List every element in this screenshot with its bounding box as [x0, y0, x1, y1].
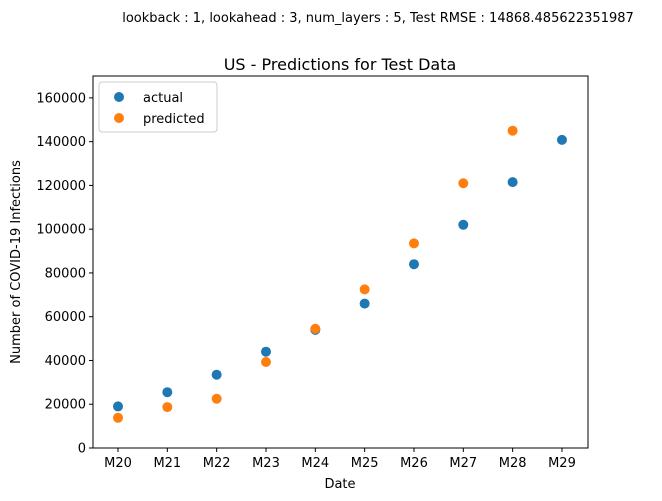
- y-tick-label: 140000: [36, 135, 86, 150]
- x-tick-label: M20: [104, 456, 132, 471]
- chart-title: US - Predictions for Test Data: [224, 55, 457, 74]
- point-actual: [359, 298, 370, 309]
- y-axis-label: Number of COVID-19 Infections: [9, 160, 24, 364]
- point-predicted: [260, 357, 271, 368]
- legend-marker-actual: [114, 92, 124, 102]
- point-actual: [260, 346, 271, 357]
- legend-marker-predicted: [114, 113, 124, 123]
- y-tick-label: 160000: [36, 91, 86, 106]
- x-tick-label: M28: [499, 456, 527, 471]
- y-tick-label: 80000: [45, 266, 86, 281]
- point-actual: [408, 259, 419, 270]
- point-actual: [211, 369, 222, 380]
- x-tick-label: M22: [203, 456, 231, 471]
- x-tick-label: M25: [351, 456, 379, 471]
- y-tick-label: 20000: [45, 398, 86, 413]
- y-tick-label: 40000: [45, 354, 86, 369]
- point-predicted: [507, 125, 518, 136]
- point-actual: [162, 387, 173, 398]
- y-tick-label: 100000: [36, 223, 86, 238]
- legend: actual predicted: [98, 81, 218, 133]
- x-tick-label: M26: [400, 456, 428, 471]
- point-actual: [556, 134, 567, 145]
- x-axis-label: Date: [324, 477, 355, 492]
- scatter-points: [113, 125, 567, 423]
- point-predicted: [310, 323, 321, 334]
- x-axis: M20 M21 M22 M23 M24 M25 M26 M27 M28 M29: [104, 448, 576, 471]
- legend-box: [98, 81, 218, 133]
- point-predicted: [162, 402, 173, 413]
- x-tick-label: M21: [153, 456, 181, 471]
- y-tick-label: 60000: [45, 310, 86, 325]
- point-predicted: [211, 393, 222, 404]
- point-actual: [507, 177, 518, 188]
- point-predicted: [458, 178, 469, 189]
- point-actual: [458, 219, 469, 230]
- x-tick-label: M29: [548, 456, 576, 471]
- point-predicted: [408, 238, 419, 249]
- plot-area: [92, 75, 589, 449]
- legend-label-actual: actual: [143, 91, 183, 106]
- chart-suptitle: lookback : 1, lookahead : 3, num_layers …: [122, 11, 634, 26]
- y-axis: 0 20000 40000 60000 80000 100000 120000 140000 1…: [36, 91, 93, 457]
- point-predicted: [113, 412, 123, 423]
- x-tick-label: M24: [301, 456, 329, 471]
- y-tick-label: 120000: [36, 179, 86, 194]
- y-tick-label: 0: [78, 442, 86, 457]
- x-tick-label: M27: [449, 456, 477, 471]
- x-tick-label: M23: [252, 456, 280, 471]
- legend-label-predicted: predicted: [143, 112, 205, 127]
- point-predicted: [359, 284, 370, 295]
- point-actual: [113, 401, 123, 412]
